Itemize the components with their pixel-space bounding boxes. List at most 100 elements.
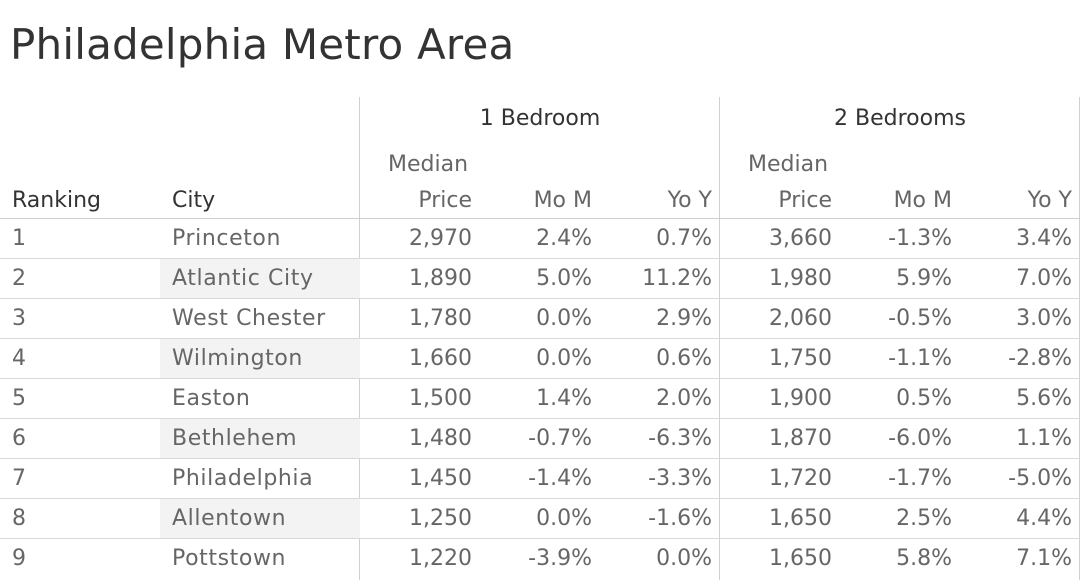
cell-ranking: 3	[12, 306, 26, 331]
column-header-1br-median: Median	[388, 152, 469, 177]
cell-1br-yoy: 2.0%	[656, 386, 712, 411]
row-divider	[0, 498, 1080, 499]
cell-2br-mom: 5.8%	[896, 546, 952, 571]
cell-2br-mom: -1.1%	[888, 346, 952, 371]
column-header-2br-mom: Mo M	[893, 188, 952, 213]
row-divider	[0, 538, 1080, 539]
cell-city: Bethlehem	[172, 426, 298, 451]
cell-ranking: 6	[12, 426, 26, 451]
cell-2br-yoy: 4.4%	[1016, 506, 1072, 531]
column-header-2br-yoy: Yo Y	[1027, 188, 1072, 213]
cell-city: Princeton	[172, 226, 282, 251]
cell-1br-price: 1,250	[409, 506, 472, 531]
cell-2br-yoy: 7.1%	[1016, 546, 1072, 571]
cell-city: Easton	[172, 386, 251, 411]
cell-1br-yoy: 0.6%	[656, 346, 712, 371]
group-header-1-bedroom: 1 Bedroom	[479, 106, 601, 131]
row-divider	[0, 378, 1080, 379]
row-divider	[0, 258, 1080, 259]
cell-1br-mom: 0.0%	[536, 306, 592, 331]
cell-2br-yoy: -2.8%	[1008, 346, 1072, 371]
cell-ranking: 4	[12, 346, 26, 371]
cell-1br-price: 2,970	[409, 226, 472, 251]
city-band	[160, 499, 360, 539]
table-row: 8 Allentown 1,250 0.0% -1.6% 1,650 2.5% 4.4%	[0, 499, 1084, 539]
cell-ranking: 8	[12, 506, 26, 531]
table-row: 6 Bethlehem 1,480 -0.7% -6.3% 1,870 -6.0% 1.1%	[0, 419, 1084, 459]
cell-ranking: 1	[12, 226, 26, 251]
cell-2br-yoy: 5.6%	[1016, 386, 1072, 411]
cell-city: Philadelphia	[172, 466, 314, 491]
cell-2br-yoy: -5.0%	[1008, 466, 1072, 491]
cell-ranking: 2	[12, 266, 26, 291]
cell-1br-price: 1,780	[409, 306, 472, 331]
table-row: 1 Princeton 2,970 2.4% 0.7% 3,660 -1.3% 3.4%	[0, 219, 1084, 259]
cell-1br-mom: -3.9%	[528, 546, 592, 571]
column-header-ranking: Ranking	[12, 188, 101, 213]
cell-2br-mom: -1.3%	[888, 226, 952, 251]
row-divider	[0, 458, 1080, 459]
row-divider	[0, 418, 1080, 419]
cell-city: West Chester	[172, 306, 326, 331]
cell-2br-price: 1,650	[769, 506, 832, 531]
cell-2br-mom: -0.5%	[888, 306, 952, 331]
cell-1br-price: 1,500	[409, 386, 472, 411]
cell-2br-yoy: 7.0%	[1016, 266, 1072, 291]
cell-2br-mom: -6.0%	[888, 426, 952, 451]
cell-1br-mom: -1.4%	[528, 466, 592, 491]
cell-city: Atlantic City	[172, 266, 314, 291]
table-row: 3 West Chester 1,780 0.0% 2.9% 2,060 -0.5% 3.0%	[0, 299, 1084, 339]
cell-2br-price: 1,750	[769, 346, 832, 371]
cell-2br-price: 1,870	[769, 426, 832, 451]
cell-2br-mom: 5.9%	[896, 266, 952, 291]
cell-2br-price: 1,980	[769, 266, 832, 291]
cell-city: Allentown	[172, 506, 287, 531]
header-bottom-rule	[0, 218, 1080, 219]
cell-1br-price: 1,890	[409, 266, 472, 291]
cell-2br-mom: 2.5%	[896, 506, 952, 531]
column-header-1br-mom: Mo M	[533, 188, 592, 213]
cell-1br-yoy: -1.6%	[648, 506, 712, 531]
cell-2br-price: 1,900	[769, 386, 832, 411]
cell-city: Pottstown	[172, 546, 287, 571]
row-divider	[0, 338, 1080, 339]
cell-1br-mom: 1.4%	[536, 386, 592, 411]
cell-ranking: 9	[12, 546, 26, 571]
cell-1br-yoy: 0.0%	[656, 546, 712, 571]
cell-2br-yoy: 1.1%	[1016, 426, 1072, 451]
cell-1br-yoy: -3.3%	[648, 466, 712, 491]
cell-2br-price: 3,660	[769, 226, 832, 251]
cell-2br-price: 1,720	[769, 466, 832, 491]
cell-1br-price: 1,480	[409, 426, 472, 451]
cell-1br-mom: 2.4%	[536, 226, 592, 251]
cell-2br-yoy: 3.0%	[1016, 306, 1072, 331]
cell-1br-yoy: 11.2%	[642, 266, 712, 291]
table-row: 9 Pottstown 1,220 -3.9% 0.0% 1,650 5.8% 7.1%	[0, 539, 1084, 579]
cell-city: Wilmington	[172, 346, 303, 371]
cell-ranking: 5	[12, 386, 26, 411]
cell-2br-mom: 0.5%	[896, 386, 952, 411]
cell-ranking: 7	[12, 466, 26, 491]
city-band	[160, 259, 360, 299]
column-header-1br-price: Price	[418, 188, 472, 213]
column-header-2br-median: Median	[748, 152, 829, 177]
column-header-city: City	[172, 188, 216, 213]
cell-1br-price: 1,660	[409, 346, 472, 371]
table-row: 5 Easton 1,500 1.4% 2.0% 1,900 0.5% 5.6%	[0, 379, 1084, 419]
row-divider	[0, 298, 1080, 299]
table-row: 4 Wilmington 1,660 0.0% 0.6% 1,750 -1.1% -2.8%	[0, 339, 1084, 379]
cell-1br-mom: 5.0%	[536, 266, 592, 291]
column-header-1br-yoy: Yo Y	[667, 188, 712, 213]
table-row: 2 Atlantic City 1,890 5.0% 11.2% 1,980 5.9% 7.0…	[0, 259, 1084, 299]
cell-2br-price: 2,060	[769, 306, 832, 331]
cell-2br-yoy: 3.4%	[1016, 226, 1072, 251]
cell-1br-mom: -0.7%	[528, 426, 592, 451]
cell-1br-mom: 0.0%	[536, 346, 592, 371]
city-band	[160, 339, 360, 379]
cell-1br-price: 1,450	[409, 466, 472, 491]
city-band	[160, 419, 360, 459]
table-row: 7 Philadelphia 1,450 -1.4% -3.3% 1,720 -1.7% -5…	[0, 459, 1084, 499]
cell-2br-price: 1,650	[769, 546, 832, 571]
cell-1br-mom: 0.0%	[536, 506, 592, 531]
